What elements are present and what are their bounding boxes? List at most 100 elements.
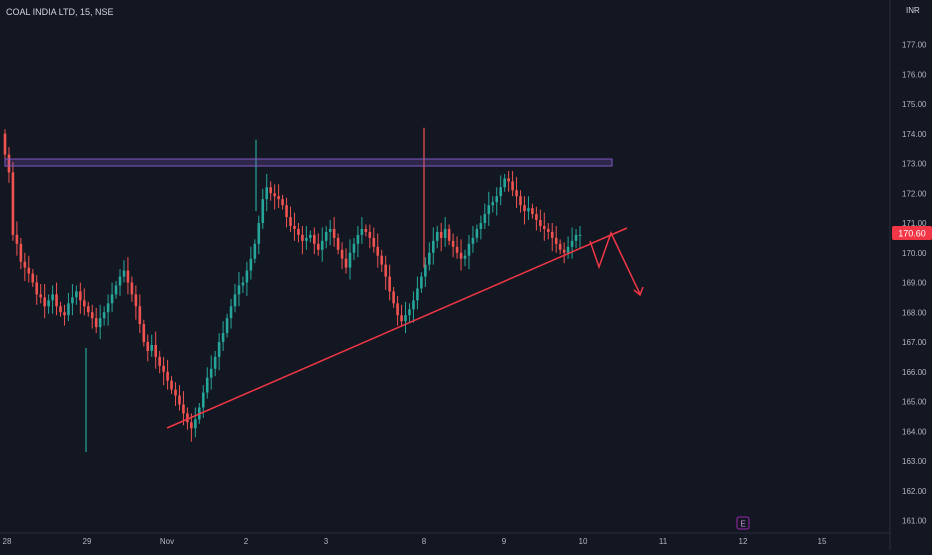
candle-body — [336, 237, 340, 250]
candle-body — [463, 255, 467, 259]
candle-body — [396, 303, 399, 316]
candle-body — [47, 300, 50, 307]
earnings-marker[interactable]: E — [736, 516, 750, 530]
candle-body — [138, 306, 142, 325]
candle-body — [392, 291, 395, 304]
candle-body — [309, 234, 312, 238]
candle-body — [424, 264, 427, 277]
candle-body — [59, 306, 62, 313]
price-tick-label: 161.00 — [902, 517, 927, 526]
candle-body — [190, 422, 193, 429]
candle-body — [15, 234, 19, 244]
candle-body — [106, 303, 110, 313]
candle-body — [186, 413, 189, 423]
time-tick-label: 29 — [83, 537, 92, 546]
candle-body — [55, 294, 58, 307]
candle-body — [487, 205, 491, 215]
candle-body — [558, 243, 562, 250]
candle-body — [503, 178, 506, 188]
candle-body — [213, 356, 217, 369]
time-tick-label: 28 — [3, 537, 12, 546]
time-tick-label: 2 — [244, 537, 249, 546]
candle-body — [122, 270, 126, 277]
price-tick-label: 172.00 — [902, 189, 927, 198]
candle-body — [566, 246, 570, 253]
candle-body — [162, 365, 165, 372]
candle-body — [79, 291, 82, 301]
candle-body — [328, 228, 332, 232]
time-tick-label: 8 — [422, 537, 427, 546]
candle-body — [31, 273, 35, 283]
candle-body — [531, 208, 534, 215]
candle-body — [158, 356, 161, 366]
candle-body — [527, 208, 530, 212]
time-tick-label: 3 — [324, 537, 329, 546]
candle-body — [416, 288, 419, 301]
projection-path[interactable] — [589, 231, 641, 295]
price-tick-label: 174.00 — [902, 130, 927, 139]
time-tick-label: 12 — [739, 537, 748, 546]
candle-body — [285, 205, 288, 218]
time-tick-label: 10 — [579, 537, 588, 546]
candle-body — [562, 249, 566, 253]
price-tick-label: 176.00 — [902, 70, 927, 79]
candle-body — [443, 228, 447, 238]
candle-body — [475, 228, 479, 238]
candle-body — [467, 243, 471, 256]
candle-body — [380, 255, 384, 265]
candle-body — [182, 404, 185, 414]
candle-body — [110, 294, 114, 304]
candle-body — [194, 419, 197, 429]
candle-body — [289, 217, 292, 226]
candle-body — [166, 371, 169, 381]
candle-body — [114, 285, 118, 295]
price-tick-label: 162.00 — [902, 487, 927, 496]
candle-body — [154, 344, 157, 357]
candle-body — [507, 178, 510, 182]
support-trendline[interactable] — [166, 227, 628, 429]
candle-body — [324, 231, 328, 241]
candle-body — [67, 303, 70, 316]
candle-body — [19, 243, 23, 262]
candle-body — [63, 312, 66, 316]
candle-body — [570, 240, 574, 247]
candle-body — [90, 312, 94, 319]
candle-body — [134, 294, 138, 307]
candle-body — [455, 246, 459, 253]
price-tick-label: 164.00 — [902, 427, 927, 436]
candle-body — [348, 252, 352, 268]
candle-body — [511, 181, 514, 191]
candle-body — [71, 297, 74, 304]
candle-body — [118, 276, 122, 286]
candle-body — [178, 395, 181, 405]
candle-body — [523, 205, 526, 212]
price-tick-label: 173.00 — [902, 160, 927, 169]
candle-body — [209, 368, 213, 378]
time-tick-label: 15 — [818, 537, 827, 546]
candle-body — [408, 309, 411, 316]
resistance-zone[interactable] — [4, 158, 613, 167]
last-price-label: 170.60 — [898, 229, 926, 239]
candle-body — [459, 252, 463, 259]
candle-body — [170, 380, 173, 390]
candle-body — [360, 228, 364, 235]
candle-body — [35, 282, 39, 295]
candle-body — [578, 234, 582, 236]
candle-body — [229, 306, 233, 319]
candle-body — [277, 196, 280, 200]
price-tick-label: 163.00 — [902, 457, 927, 466]
price-axis[interactable]: 161.00 162.00 163.00 164.00 165.00 166.00 167.… — [902, 41, 927, 526]
candle-body — [11, 172, 15, 235]
candle-body — [245, 270, 249, 283]
time-axis[interactable]: 28 29 Nov 2 3 8 9 10 11 12 15 — [3, 537, 827, 546]
candle-body — [574, 234, 578, 241]
candle-body — [372, 237, 376, 247]
candle-body — [86, 306, 90, 313]
earnings-marker-label: E — [740, 520, 745, 529]
candle-body — [174, 389, 177, 396]
candle-body — [293, 225, 296, 229]
candle-body — [447, 228, 451, 241]
candle-body — [543, 225, 546, 229]
